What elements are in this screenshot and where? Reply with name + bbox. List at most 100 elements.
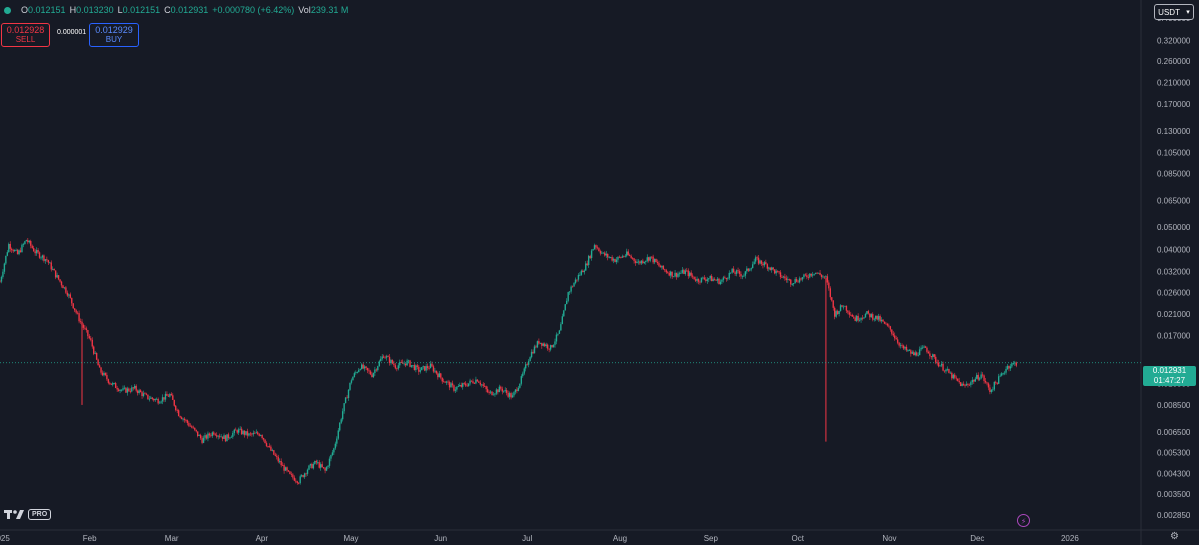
candle-body	[352, 376, 354, 381]
candle-body	[785, 278, 788, 281]
candle-body	[44, 259, 47, 261]
candle-body	[653, 258, 656, 263]
candle-body	[697, 278, 700, 282]
candle-body	[385, 356, 388, 358]
candle-body	[314, 460, 316, 465]
candle-body	[923, 346, 925, 348]
candle-body	[769, 267, 771, 270]
candle-body	[43, 255, 45, 261]
candle-body	[116, 387, 118, 390]
candle-body	[579, 274, 581, 276]
candle-body	[939, 365, 941, 367]
candle-body	[571, 286, 574, 288]
candle-body	[448, 381, 451, 388]
candle-body	[689, 272, 691, 277]
price-tick-label: 0.085000	[1157, 170, 1191, 179]
candle-body	[431, 363, 433, 367]
high-value: 0.013230	[76, 5, 114, 15]
candle-body	[952, 374, 955, 379]
candle-body	[217, 435, 219, 437]
candle-body	[1011, 363, 1013, 367]
candle-body	[686, 270, 688, 272]
candle-body	[349, 382, 351, 390]
candle-body	[801, 277, 804, 280]
candle-body	[466, 385, 468, 387]
candles	[0, 237, 1017, 485]
candle-body	[989, 387, 991, 393]
candle-body	[992, 389, 994, 391]
lightning-icon[interactable]: ⚡	[1017, 514, 1030, 527]
candle-body	[951, 372, 953, 379]
price-tick-label: 0.017000	[1157, 331, 1191, 340]
candle-body	[668, 272, 670, 276]
candle-body	[781, 277, 783, 278]
candle-body	[844, 305, 846, 307]
price-tick-label: 0.026000	[1157, 289, 1191, 298]
candle-body	[634, 260, 637, 263]
candle-body	[861, 317, 864, 319]
candle-body	[788, 279, 791, 281]
candle-body	[186, 420, 189, 424]
time-axis[interactable]: 2025 Feb Mar Apr May Jun Jul Aug Sep Oct Nov Dec 202…	[0, 534, 1079, 543]
candle-body	[343, 403, 345, 412]
time-tick-label: Sep	[704, 534, 719, 543]
candle-body	[481, 384, 483, 386]
candle-body	[976, 374, 978, 379]
candle-body	[31, 245, 33, 249]
candle-body	[166, 393, 168, 396]
candle-body	[760, 260, 763, 264]
candle-body	[443, 381, 445, 383]
gear-icon[interactable]: ⚙	[1170, 531, 1179, 542]
candle-body	[406, 360, 408, 366]
candle-body	[454, 389, 457, 391]
tradingview-logo[interactable]: PRO	[4, 509, 52, 520]
candle-body	[582, 270, 584, 273]
candle-body	[91, 339, 93, 347]
candle-body	[445, 381, 448, 383]
buy-button[interactable]: 0.012929 BUY	[89, 23, 139, 47]
candle-body	[948, 369, 950, 373]
candle-body	[434, 370, 436, 372]
candle-body	[580, 270, 583, 275]
candle-body	[526, 364, 528, 366]
candle-body	[404, 363, 407, 366]
candle-body	[642, 260, 644, 264]
candle-body	[232, 432, 234, 437]
candle-body	[507, 392, 509, 397]
candle-body	[339, 422, 341, 431]
candle-body	[295, 480, 297, 482]
candle-body	[0, 276, 3, 282]
candle-body	[552, 344, 555, 348]
currency-select[interactable]: USDT ▾	[1154, 4, 1194, 20]
candle-body	[441, 377, 443, 382]
candle-body	[741, 275, 744, 277]
candle-body	[432, 366, 435, 372]
candle-body	[135, 385, 137, 391]
sell-button[interactable]: 0.012928 SELL	[1, 23, 50, 47]
candle-body	[886, 323, 889, 326]
candle-body	[611, 257, 613, 261]
candle-body	[574, 279, 577, 284]
candle-body	[131, 387, 133, 392]
candle-body	[366, 367, 369, 371]
candle-body	[110, 383, 112, 385]
price-tick-label: 0.065000	[1157, 196, 1191, 205]
candle-body	[150, 397, 152, 399]
candle-body	[962, 383, 965, 386]
candle-body	[891, 329, 893, 334]
candle-body	[498, 386, 501, 393]
candle-body	[854, 317, 856, 321]
candle-body	[672, 276, 675, 278]
candle-body	[768, 267, 770, 269]
price-axis[interactable]: 0.4000000.3200000.2600000.2100000.170000…	[1157, 14, 1191, 520]
candle-body	[375, 369, 378, 371]
candle-body	[123, 387, 126, 389]
candle-body	[129, 390, 132, 392]
candle-body	[252, 432, 255, 435]
candle-body	[248, 433, 250, 436]
candle-body	[246, 431, 249, 436]
candle-body	[727, 278, 729, 280]
candle-body	[138, 390, 140, 393]
candle-body	[713, 279, 716, 281]
